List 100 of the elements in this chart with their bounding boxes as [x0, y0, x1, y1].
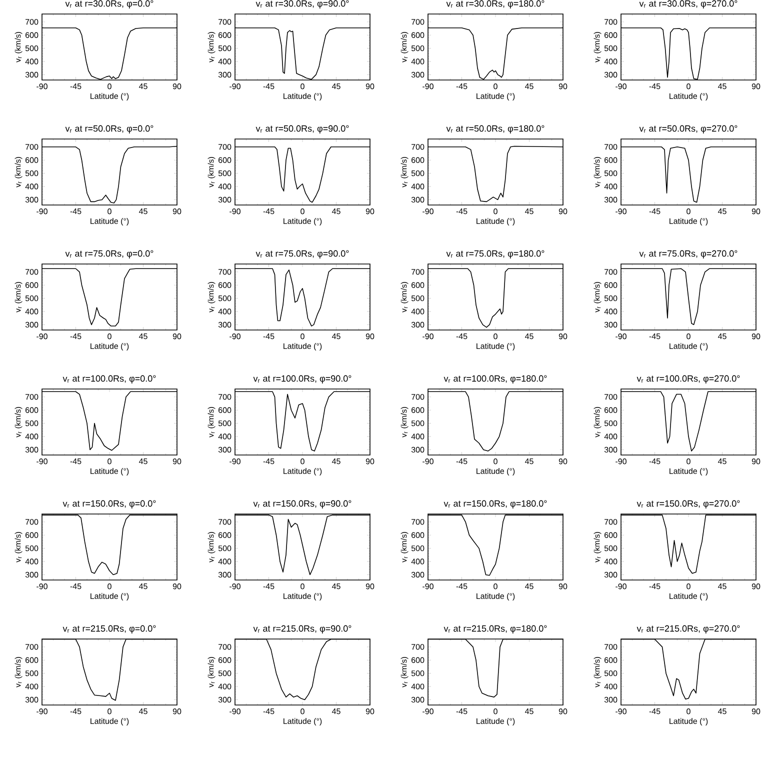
x-tick-label: 0 [686, 708, 690, 714]
y-axis-title: v$_{r}$ (km/s) [14, 282, 22, 312]
y-axis-title: v$_{r}$ (km/s) [14, 532, 22, 562]
x-tick-label: 0 [108, 584, 112, 590]
y-tick-label: 300 [411, 196, 424, 203]
x-tick-label: 90 [752, 458, 760, 464]
y-tick-label: 400 [604, 558, 618, 564]
chart-title: v$_{r}$ at r=100.0Rs, φ=90.0° [253, 375, 352, 384]
y-tick-label: 300 [604, 696, 618, 703]
x-tick-label: 90 [558, 708, 568, 714]
y-tick-label: 700 [26, 644, 38, 650]
x-tick-label: 90 [172, 84, 182, 90]
y-tick-label: 500 [411, 45, 424, 52]
x-tick-label: 45 [332, 334, 340, 340]
x-tick-label: 0 [108, 458, 112, 464]
x-tick-label: -90 [230, 708, 240, 714]
y-tick-label: 500 [604, 420, 618, 426]
x-tick-label: -45 [263, 458, 274, 464]
x-tick-label: 45 [718, 584, 726, 590]
x-tick-label: -90 [230, 84, 240, 90]
x-tick-label: 90 [366, 584, 374, 590]
chart-title: v$_{r}$ at r=30.0Rs, φ=0.0° [65, 0, 154, 8]
y-axis-title: v$_{r}$ (km/s) [208, 157, 216, 188]
y-tick-label: 400 [218, 434, 232, 440]
x-tick-label: 45 [524, 334, 534, 340]
x-tick-label: -45 [456, 584, 468, 590]
y-axis-title: v$_{r}$ (km/s) [400, 657, 408, 688]
x-tick-label: -45 [70, 208, 82, 214]
y-tick-label: 300 [218, 446, 232, 453]
y-tick-label: 500 [218, 670, 232, 676]
x-tick-label: 90 [366, 334, 374, 340]
y-axis-title: v$_{r}$ (km/s) [14, 407, 22, 438]
x-tick-label: -90 [422, 334, 434, 340]
x-tick-label: -45 [70, 458, 82, 464]
y-axis-title: v$_{r}$ (km/s) [14, 657, 22, 688]
y-axis-title: v$_{r}$ (km/s) [594, 282, 602, 312]
y-tick-label: 600 [412, 282, 424, 288]
x-tick-label: 90 [172, 584, 182, 590]
y-axis-title: v$_{r}$ (km/s) [594, 157, 602, 188]
x-axis-title: Latitude (°) [90, 93, 129, 101]
y-tick-label: 400 [604, 308, 618, 314]
y-tick-label: 700 [26, 519, 38, 525]
x-tick-label: 45 [524, 458, 534, 464]
y-axis-title: v$_{r}$ (km/s) [208, 657, 216, 688]
x-tick-label: 90 [366, 208, 374, 214]
y-tick-label: 500 [604, 670, 618, 676]
y-tick-label: 500 [218, 45, 232, 52]
x-tick-label: -45 [456, 334, 468, 340]
y-tick-label: 300 [411, 72, 424, 78]
x-tick-label: -90 [36, 708, 48, 714]
x-tick-label: -45 [649, 458, 660, 464]
y-tick-label: 700 [412, 19, 424, 25]
chart-title: v$_{r}$ at r=215.0Rs, φ=0.0° [62, 625, 156, 634]
x-axis-title: Latitude (°) [284, 718, 322, 726]
x-tick-label: 90 [558, 584, 568, 590]
x-tick-label: 90 [172, 458, 182, 464]
x-tick-label: 90 [558, 334, 568, 340]
y-tick-label: 700 [218, 644, 232, 650]
x-axis-title: Latitude (°) [284, 343, 322, 351]
chart-title: v$_{r}$ at r=75.0Rs, φ=180.0° [446, 250, 544, 258]
x-tick-label: -90 [230, 208, 240, 214]
x-tick-label: -90 [422, 458, 434, 464]
x-tick-label: -90 [230, 458, 240, 464]
y-tick-label: 500 [25, 670, 38, 676]
x-tick-label: 0 [300, 458, 304, 464]
chart-title: v$_{r}$ at r=50.0Rs, φ=180.0° [446, 125, 544, 134]
chart-title: v$_{r}$ at r=50.0Rs, φ=270.0° [639, 125, 738, 134]
x-tick-label: 0 [300, 208, 304, 214]
x-tick-label: -90 [422, 84, 434, 90]
y-tick-label: 500 [25, 295, 38, 302]
x-tick-label: 0 [494, 208, 498, 214]
x-axis-title: Latitude (°) [284, 468, 322, 476]
y-tick-label: 500 [604, 545, 618, 552]
y-tick-label: 700 [604, 19, 618, 25]
y-tick-label: 300 [25, 572, 38, 578]
y-tick-label: 400 [218, 58, 232, 64]
x-tick-label: 45 [524, 708, 534, 714]
x-tick-label: 0 [494, 84, 498, 90]
x-tick-label: 0 [686, 208, 690, 214]
x-axis-title: Latitude (°) [476, 718, 515, 726]
y-tick-label: 700 [26, 394, 38, 400]
y-tick-label: 300 [604, 322, 618, 328]
y-tick-label: 700 [604, 519, 618, 525]
y-axis-title: v$_{r}$ (km/s) [208, 282, 216, 312]
y-tick-label: 400 [411, 308, 424, 314]
x-tick-label: -90 [36, 84, 48, 90]
x-tick-label: 45 [138, 708, 148, 714]
y-tick-label: 600 [412, 32, 424, 38]
y-tick-label: 600 [218, 407, 232, 413]
y-tick-label: 300 [25, 196, 38, 203]
x-axis-title: Latitude (°) [476, 593, 515, 601]
chart-title: v$_{r}$ at r=50.0Rs, φ=0.0° [65, 125, 154, 134]
x-tick-label: 45 [138, 458, 148, 464]
y-tick-label: 600 [604, 157, 618, 163]
x-tick-label: 45 [138, 208, 148, 214]
y-axis-title: v$_{r}$ (km/s) [208, 532, 216, 562]
y-tick-label: 400 [218, 184, 232, 190]
x-tick-label: -45 [649, 84, 660, 90]
x-tick-label: 0 [300, 708, 304, 714]
y-axis-title: v$_{r}$ (km/s) [594, 32, 602, 62]
